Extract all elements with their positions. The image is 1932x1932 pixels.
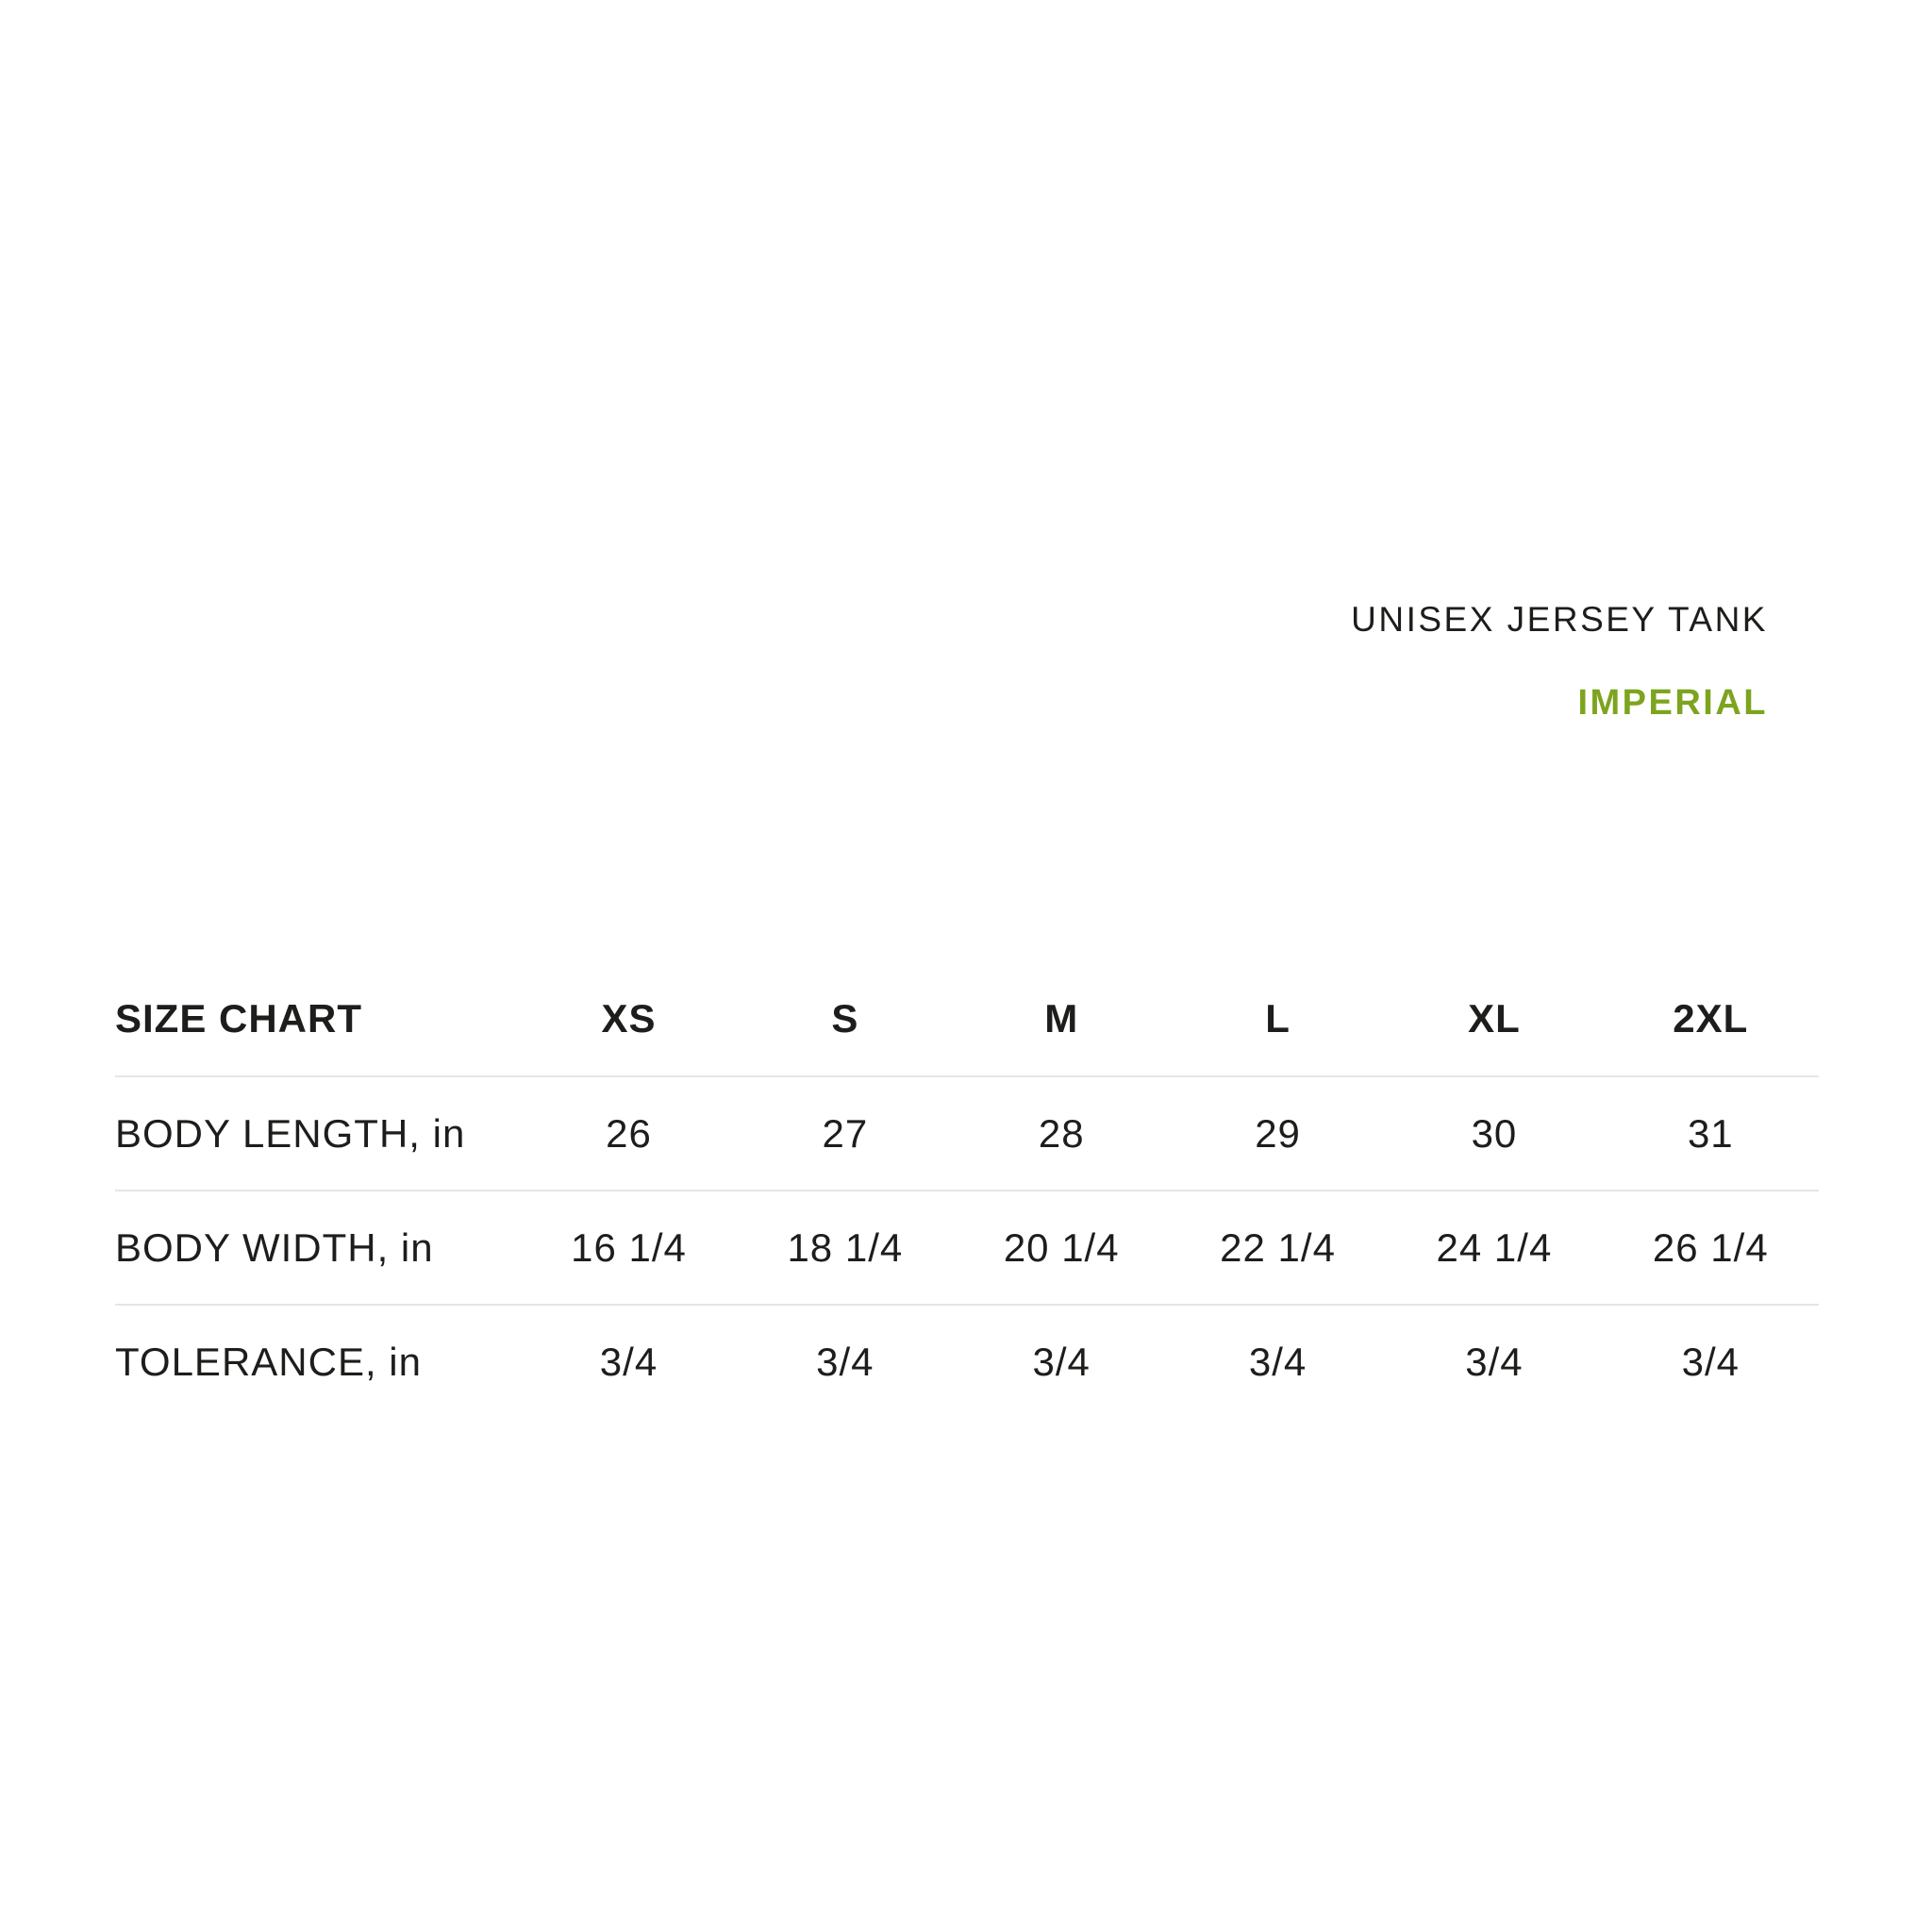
product-name: UNISEX JERSEY TANK (1351, 600, 1768, 639)
size-column-header-l: L (1265, 996, 1291, 1041)
size-chart-header-row: SIZE CHART XS S M L XL 2XL (115, 962, 1819, 1076)
cell-value: 3/4 (1681, 1340, 1740, 1384)
cell-value: 3/4 (1248, 1340, 1307, 1384)
table-row-tolerance: TOLERANCE, in 3/4 3/4 3/4 3/4 3/4 3/4 (115, 1305, 1819, 1419)
cell-value: 30 (1471, 1110, 1518, 1156)
product-header: UNISEX JERSEY TANK IMPERIAL (1351, 602, 1768, 721)
row-label: BODY LENGTH, in (115, 1110, 466, 1156)
cell-value: 16 1/4 (571, 1224, 687, 1270)
size-column-header-m: M (1044, 996, 1079, 1041)
size-column-header-2xl: 2XL (1673, 996, 1749, 1041)
row-label: BODY WIDTH, in (115, 1224, 434, 1270)
size-chart-table: SIZE CHART XS S M L XL 2XL BODY LENGTH, … (115, 962, 1819, 1419)
cell-value: 24 1/4 (1436, 1224, 1553, 1270)
cell-value: 29 (1255, 1110, 1301, 1156)
table-row-body-length: BODY LENGTH, in 26 27 28 29 30 31 (115, 1076, 1819, 1191)
cell-value: 31 (1687, 1110, 1734, 1156)
cell-value: 26 (606, 1110, 652, 1156)
size-column-header-xl: XL (1468, 996, 1521, 1041)
cell-value: 18 1/4 (787, 1224, 904, 1270)
size-column-header-s: S (831, 996, 859, 1041)
table-row-body-width: BODY WIDTH, in 16 1/4 18 1/4 20 1/4 22 1… (115, 1191, 1819, 1305)
cell-value: 3/4 (1465, 1340, 1524, 1384)
row-label: TOLERANCE, in (115, 1340, 422, 1384)
cell-value: 20 1/4 (1003, 1224, 1120, 1270)
size-column-header-xs: XS (601, 996, 657, 1041)
size-chart-heading: SIZE CHART (115, 996, 362, 1041)
cell-value: 3/4 (816, 1340, 874, 1384)
cell-value: 3/4 (599, 1340, 658, 1384)
cell-value: 28 (1038, 1110, 1085, 1156)
cell-value: 3/4 (1032, 1340, 1091, 1384)
unit-system-label: IMPERIAL (1577, 683, 1768, 723)
cell-value: 22 1/4 (1220, 1224, 1336, 1270)
cell-value: 27 (822, 1110, 869, 1156)
cell-value: 26 1/4 (1652, 1224, 1769, 1270)
